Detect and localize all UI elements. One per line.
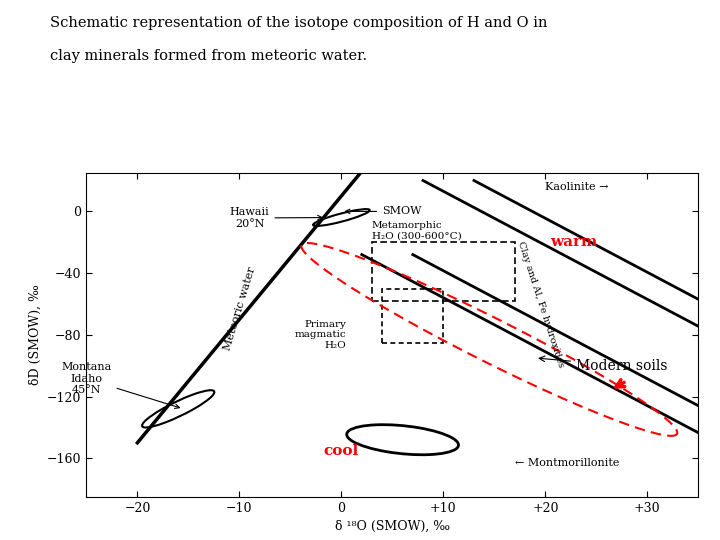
Text: Metamorphic
H₂O (300-600°C): Metamorphic H₂O (300-600°C) [372,221,462,241]
Text: Hawaii
20°N: Hawaii 20°N [230,207,322,229]
Text: cool: cool [324,443,359,457]
Text: ← Montmorillonite: ← Montmorillonite [515,458,619,468]
Text: Meteoric water: Meteoric water [222,266,257,352]
Text: Schematic representation of the isotope composition of H and O in: Schematic representation of the isotope … [50,16,548,30]
Text: Modern soils: Modern soils [539,356,667,373]
Text: warm: warm [551,235,598,249]
Text: clay minerals formed from meteoric water.: clay minerals formed from meteoric water… [50,49,367,63]
X-axis label: δ ¹⁸O (SMOW), ‰: δ ¹⁸O (SMOW), ‰ [335,520,450,533]
Text: Primary
magmatic
H₂O: Primary magmatic H₂O [295,320,346,350]
Bar [372,242,515,301]
Text: Kaolinite →: Kaolinite → [546,182,609,192]
Y-axis label: δD (SMOW), ‰: δD (SMOW), ‰ [29,285,42,385]
Text: Clay and Al, Fe hydroxides: Clay and Al, Fe hydroxides [516,240,565,368]
Text: SMOW: SMOW [346,206,422,217]
Text: Montana
Idaho
45°N: Montana Idaho 45°N [61,362,179,408]
Bar [382,288,444,342]
